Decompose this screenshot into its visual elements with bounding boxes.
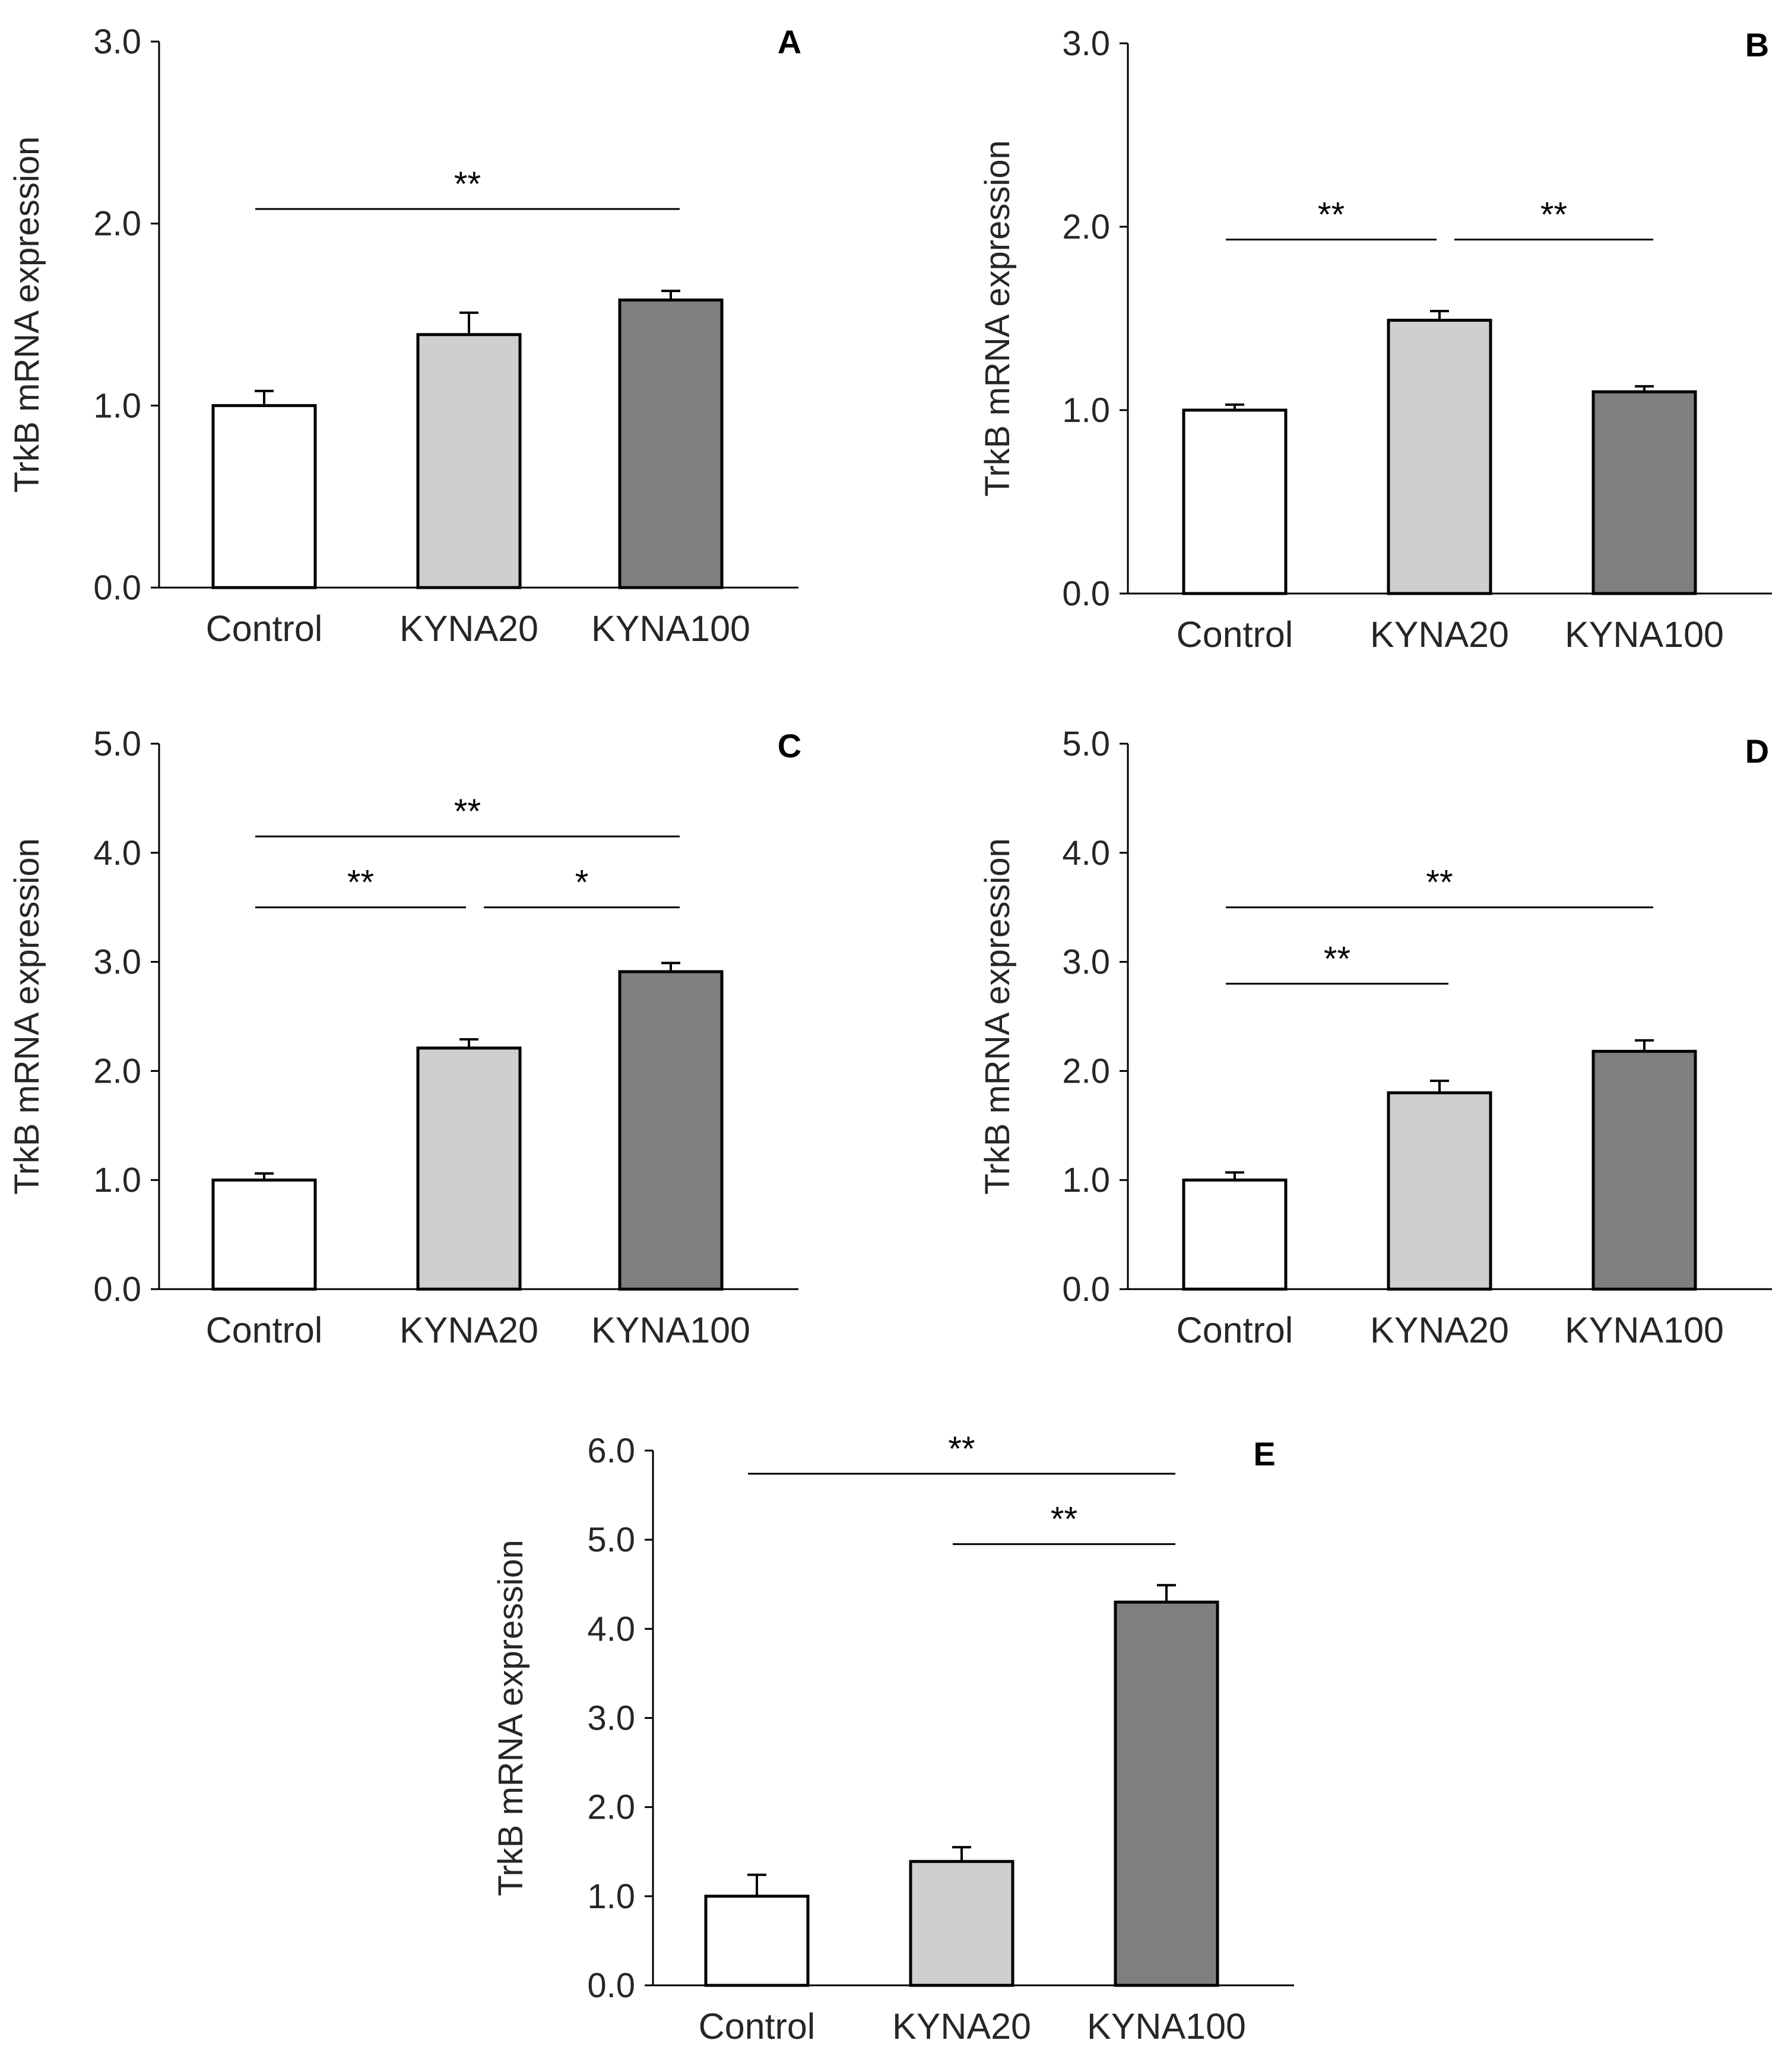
y-tick-label: 4.0 <box>93 834 141 872</box>
significance-marker: ** <box>948 1430 975 1468</box>
category-label-kyna100: KYNA100 <box>591 608 750 649</box>
category-label-control: Control <box>699 2006 816 2046</box>
category-label-kyna20: KYNA20 <box>400 1310 538 1350</box>
bar-kyna100 <box>1591 390 1697 595</box>
y-axis-title: TrkB mRNA expression <box>978 140 1017 497</box>
y-axis-title: TrkB mRNA expression <box>978 838 1017 1195</box>
bar-control <box>211 1178 317 1291</box>
panel-letter: A <box>778 23 801 61</box>
y-tick-label: 0.0 <box>93 569 141 607</box>
panel-b: 0.0 1.0 2.0 3.0 TrkB mRNA expression Control K… <box>978 24 1772 655</box>
bar-kyna100 <box>1591 1049 1697 1291</box>
significance-marker: ** <box>454 165 481 204</box>
category-label-kyna100: KYNA100 <box>591 1310 750 1350</box>
category-label-kyna20: KYNA20 <box>400 608 538 649</box>
y-tick-label: 1.0 <box>1062 1161 1110 1200</box>
y-axis-title: TrkB mRNA expression <box>8 137 46 493</box>
bar-kyna100 <box>1114 1600 1219 1987</box>
y-tick-label: 5.0 <box>1062 725 1110 763</box>
y-tick-label: 5.0 <box>93 725 141 763</box>
y-tick-label: 0.0 <box>587 1966 635 2005</box>
significance-marker: ** <box>1540 196 1567 234</box>
category-label-control: Control <box>206 608 323 649</box>
panel-letter: D <box>1745 732 1769 770</box>
bar-control <box>704 1895 810 1987</box>
significance-marker: ** <box>1324 940 1350 978</box>
y-tick-label: 3.0 <box>93 943 141 982</box>
y-tick-label: 2.0 <box>587 1788 635 1827</box>
panel-c: 0.0 1.0 2.0 3.0 4.0 5.0 TrkB mRNA expression Co… <box>8 725 801 1350</box>
bar-kyna100 <box>618 298 724 589</box>
category-label-control: Control <box>206 1310 323 1350</box>
panel-letter: C <box>778 727 801 764</box>
category-label-control: Control <box>1177 1310 1293 1350</box>
y-tick-label: 6.0 <box>587 1432 635 1470</box>
y-tick-label: 1.0 <box>93 386 141 425</box>
bar-control <box>211 404 317 589</box>
bar-kyna100 <box>618 970 724 1291</box>
y-axis-title: TrkB mRNA expression <box>492 1540 530 1896</box>
category-label-kyna100: KYNA100 <box>1565 1310 1724 1350</box>
significance-marker: ** <box>1051 1500 1077 1539</box>
bar-kyna20 <box>416 1046 522 1291</box>
significance-marker: ** <box>1318 196 1345 234</box>
bar-kyna20 <box>909 1860 1014 1987</box>
y-axis-title: TrkB mRNA expression <box>8 838 46 1195</box>
category-label-kyna100: KYNA100 <box>1565 614 1724 655</box>
y-tick-label: 3.0 <box>93 23 141 61</box>
y-tick-label: 5.0 <box>587 1521 635 1559</box>
y-tick-label: 4.0 <box>587 1610 635 1648</box>
significance-marker: ** <box>1426 864 1453 902</box>
bar-control <box>1182 1178 1288 1291</box>
bar-kyna20 <box>1387 319 1492 595</box>
y-tick-label: 3.0 <box>1062 943 1110 982</box>
y-tick-label: 3.0 <box>1062 24 1110 63</box>
y-tick-label: 2.0 <box>93 1052 141 1090</box>
y-tick-label: 0.0 <box>1062 1270 1110 1309</box>
significance-marker: ** <box>454 792 481 831</box>
category-label-kyna100: KYNA100 <box>1087 2006 1246 2046</box>
significance-marker: * <box>575 864 589 902</box>
category-label-control: Control <box>1177 614 1293 655</box>
panel-d: 0.0 1.0 2.0 3.0 4.0 5.0 TrkB mRNA expression Co… <box>978 725 1772 1350</box>
category-label-kyna20: KYNA20 <box>892 2006 1031 2046</box>
y-tick-label: 3.0 <box>587 1699 635 1738</box>
y-tick-label: 2.0 <box>1062 208 1110 246</box>
panel-e: 0.0 1.0 2.0 3.0 4.0 5.0 6.0 TrkB mRNA expressio… <box>492 1430 1294 2046</box>
bar-kyna20 <box>416 333 522 589</box>
category-label-kyna20: KYNA20 <box>1370 614 1509 655</box>
bar-kyna20 <box>1387 1091 1492 1291</box>
y-tick-label: 1.0 <box>93 1161 141 1200</box>
y-tick-label: 2.0 <box>93 205 141 243</box>
bar-control <box>1182 408 1288 595</box>
y-tick-label: 4.0 <box>1062 834 1110 872</box>
y-tick-label: 2.0 <box>1062 1052 1110 1090</box>
y-tick-label: 1.0 <box>587 1877 635 1916</box>
y-tick-label: 0.0 <box>1062 575 1110 613</box>
category-label-kyna20: KYNA20 <box>1370 1310 1509 1350</box>
significance-marker: ** <box>347 864 374 902</box>
y-tick-label: 0.0 <box>93 1270 141 1309</box>
panel-a: 0.0 1.0 2.0 3.0 TrkB mRNA expression Control K… <box>8 23 801 649</box>
panel-letter: B <box>1745 26 1769 64</box>
panel-letter: E <box>1253 1435 1275 1473</box>
y-tick-label: 1.0 <box>1062 391 1110 430</box>
